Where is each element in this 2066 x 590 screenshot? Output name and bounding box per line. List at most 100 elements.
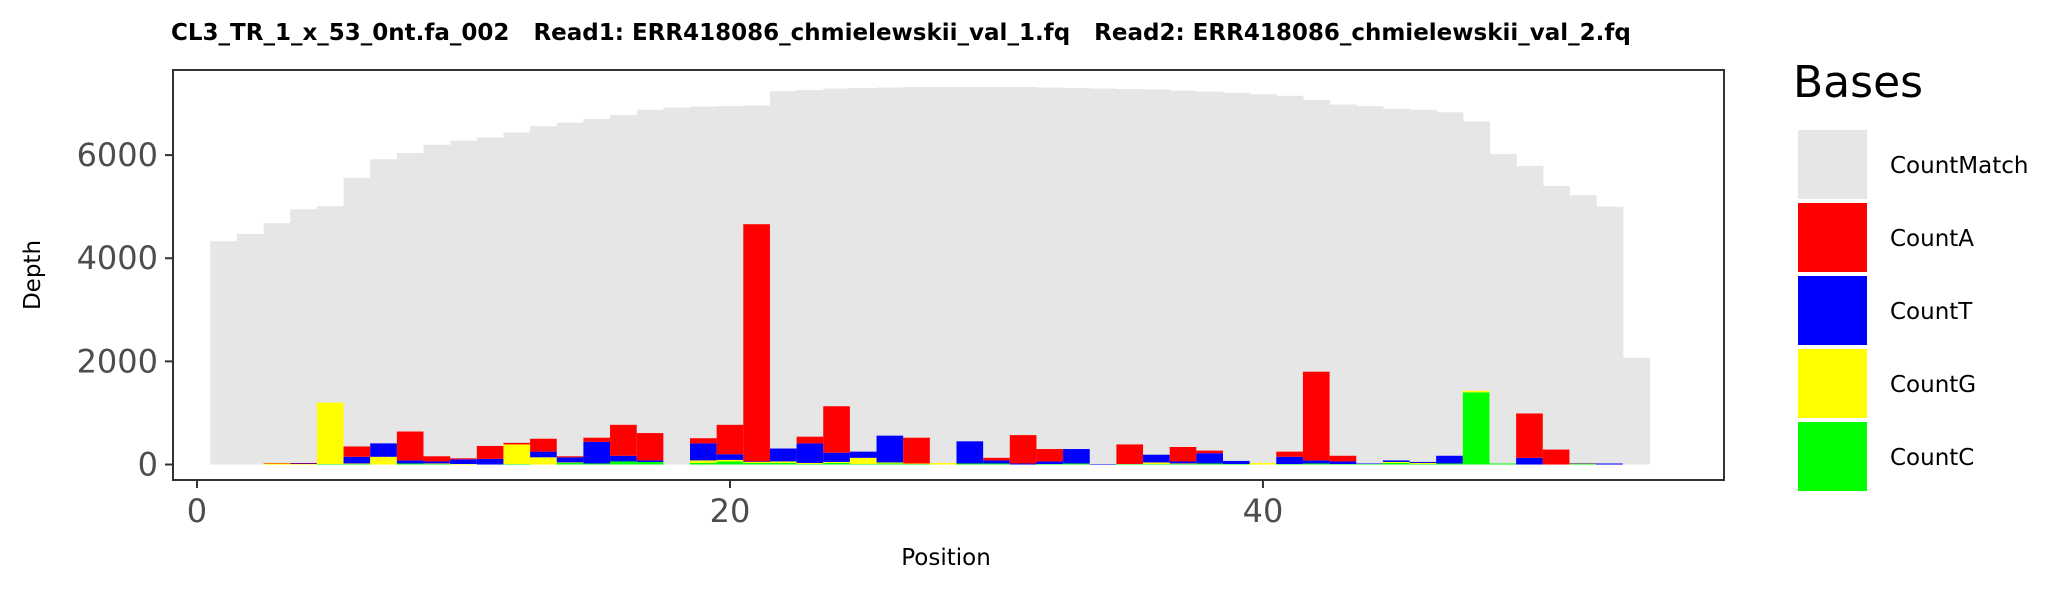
- countt-bar-25: [849, 451, 877, 458]
- counta-bar-51: [1542, 449, 1570, 465]
- countg-bar-9: [423, 463, 451, 465]
- match-bar-40: [1249, 94, 1277, 465]
- match-bar-2: [236, 234, 265, 465]
- match-bar-18: [663, 107, 691, 465]
- countc-bar-41: [1276, 464, 1303, 465]
- countc-bar-36: [1143, 464, 1170, 465]
- countt-bar-53: [1596, 463, 1623, 465]
- countc-bar-22: [769, 462, 797, 465]
- countt-bar-37: [1169, 461, 1197, 464]
- countt-bar-26: [876, 435, 904, 463]
- legend-label-countmatch: CountMatch: [1890, 153, 2028, 179]
- y-tick-label-6000: 6000: [77, 136, 158, 174]
- x-tick-label-0: 0: [187, 492, 207, 530]
- match-bar-32: [1036, 87, 1064, 465]
- match-bar-22: [769, 91, 798, 465]
- counta-bar-8: [396, 431, 424, 461]
- countt-bar-31: [1009, 463, 1037, 465]
- countc-bar-12: [503, 464, 531, 465]
- countt-bar-19: [690, 443, 717, 461]
- countt-bar-9: [423, 461, 451, 464]
- countg-bar-10: [450, 464, 477, 465]
- countg-bar-23: [796, 462, 824, 465]
- match-bar-4: [290, 209, 318, 465]
- countt-bar-23: [796, 443, 824, 463]
- countc-bar-38: [1196, 463, 1223, 465]
- countc-bar-33: [1063, 463, 1090, 465]
- countc-bar-37: [1169, 464, 1197, 465]
- countc-bar-42: [1302, 463, 1330, 465]
- counta-bar-27: [903, 437, 930, 464]
- countg-bar-45: [1382, 461, 1410, 463]
- countg-bar-46: [1409, 462, 1437, 465]
- counta-bar-38: [1196, 450, 1223, 454]
- match-bar-3: [263, 223, 291, 465]
- match-bar-38: [1196, 91, 1224, 465]
- x-tick-label-20: 20: [710, 492, 751, 530]
- match-bar-35: [1116, 89, 1144, 465]
- countt-bar-20: [716, 454, 744, 460]
- countg-bar-27: [903, 463, 930, 465]
- counta-bar-12: [503, 442, 531, 445]
- match-bar-44: [1356, 106, 1384, 465]
- match-bar-26: [876, 87, 904, 465]
- countt-bar-32: [1036, 461, 1064, 465]
- match-bar-16: [610, 114, 638, 465]
- countt-bar-50: [1516, 457, 1543, 465]
- match-bar-1: [210, 241, 238, 465]
- countt-bar-39: [1222, 460, 1250, 465]
- counta-bar-16: [610, 424, 637, 456]
- countc-bar-16: [610, 461, 637, 465]
- countg-bar-6: [343, 463, 371, 465]
- counta-bar-43: [1329, 455, 1357, 462]
- counta-bar-17: [636, 433, 664, 461]
- countg-bar-52: [1569, 463, 1597, 465]
- countc-bar-5: [316, 464, 344, 465]
- countg-bar-24: [823, 461, 850, 463]
- legend-key-countmatch: [1798, 130, 1867, 199]
- counta-bar-4: [290, 462, 317, 464]
- countt-bar-34: [1089, 464, 1117, 465]
- x-axis-label: Position: [901, 545, 991, 571]
- countg-bar-36: [1143, 462, 1170, 465]
- countc-bar-52: [1569, 464, 1597, 465]
- countc-bar-8: [396, 463, 424, 465]
- counta-bar-24: [823, 406, 850, 453]
- match-bar-46: [1409, 109, 1437, 465]
- match-bar-43: [1329, 104, 1357, 465]
- countc-bar-21: [743, 462, 770, 465]
- match-bar-54: [1622, 357, 1650, 465]
- counta-bar-11: [476, 445, 504, 459]
- countc-bar-17: [636, 461, 664, 465]
- y-axis-label: Depth: [20, 240, 46, 310]
- countt-bar-21: [743, 461, 770, 462]
- countt-bar-36: [1143, 454, 1170, 463]
- countt-bar-22: [769, 448, 797, 462]
- match-bar-41: [1276, 95, 1304, 465]
- countc-bar-39: [1222, 464, 1250, 465]
- countg-bar-12: [503, 444, 531, 465]
- plot-border: [172, 69, 1725, 481]
- legend-label-countg: CountG: [1890, 372, 1976, 398]
- match-bar-39: [1222, 92, 1251, 465]
- countt-bar-29: [956, 441, 984, 464]
- countg-bar-37: [1169, 463, 1197, 465]
- plot-area: [173, 70, 1724, 480]
- y-tick-label-2000: 2000: [77, 342, 158, 380]
- match-bar-52: [1569, 195, 1597, 465]
- countg-bar-22: [769, 461, 797, 463]
- countt-bar-15: [583, 441, 611, 464]
- countt-bar-10: [450, 459, 477, 465]
- countc-bar-25: [849, 464, 877, 465]
- countt-bar-44: [1356, 463, 1383, 465]
- match-bar-45: [1382, 108, 1411, 465]
- match-bar-36: [1143, 89, 1171, 465]
- counta-bar-14: [556, 456, 584, 458]
- match-bar-28: [929, 87, 958, 465]
- match-bar-49: [1489, 154, 1517, 465]
- legend-key-countt: [1798, 276, 1867, 345]
- match-bar-8: [396, 153, 425, 465]
- y-tick-label-0: 0: [138, 446, 158, 484]
- legend-label-countt: CountT: [1890, 299, 1973, 325]
